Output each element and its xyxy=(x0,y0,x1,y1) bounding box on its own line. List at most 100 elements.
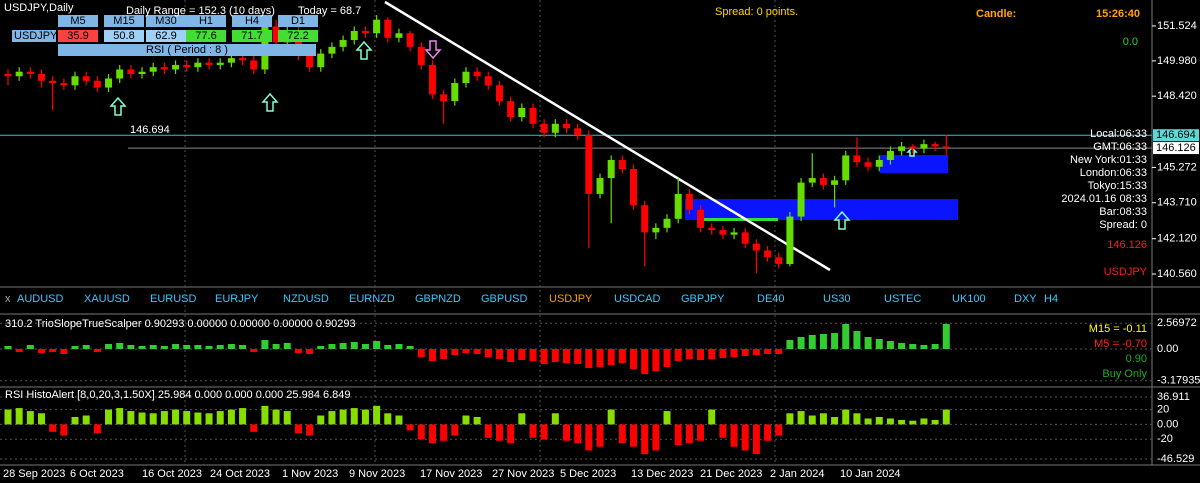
histogram-bar xyxy=(317,415,325,425)
candle-body xyxy=(373,19,381,34)
symbol-button[interactable]: AUDUSD xyxy=(17,293,64,305)
histogram-bar xyxy=(451,424,459,436)
table-symbol: USDJPY xyxy=(14,30,58,42)
table-header-cell xyxy=(278,15,318,27)
candle-body xyxy=(339,40,347,47)
histogram-bar xyxy=(786,413,794,425)
symbol-button[interactable]: UK100 xyxy=(952,293,986,305)
price-level-box xyxy=(1153,142,1199,155)
symbol-button[interactable]: DE40 xyxy=(757,293,785,305)
histogram-bar xyxy=(719,424,727,438)
histogram-bar xyxy=(529,424,537,438)
histogram-bar xyxy=(674,424,682,446)
histogram-bar xyxy=(607,349,615,365)
histogram-bar xyxy=(574,424,582,444)
y-tick-label: 140.560 xyxy=(1157,268,1197,280)
candle-body xyxy=(49,80,57,84)
histogram-bar xyxy=(138,346,146,349)
symbol-button[interactable]: EURJPY xyxy=(215,293,259,305)
histogram-bar xyxy=(898,419,906,425)
candle-body xyxy=(764,250,772,258)
symbol-button[interactable]: GBPJPY xyxy=(681,293,725,305)
candle-body xyxy=(127,69,135,74)
zone-edge xyxy=(698,218,778,221)
histogram-bar xyxy=(697,424,705,441)
candle-body xyxy=(663,218,671,228)
symbol-button[interactable]: DXY xyxy=(1014,293,1037,305)
histogram-bar xyxy=(607,409,615,425)
symbol-button[interactable]: GBPNZD xyxy=(415,293,461,305)
candle-body xyxy=(4,73,12,77)
symbol-button[interactable]: XAUUSD xyxy=(84,293,130,305)
histogram-bar xyxy=(205,346,213,349)
histogram-bar xyxy=(920,345,928,349)
histogram-bar xyxy=(585,349,593,368)
candle-body xyxy=(172,64,180,70)
y-tick-label: 20 xyxy=(1157,403,1169,415)
candle-body xyxy=(518,107,526,117)
table-value: 72.2 xyxy=(287,30,308,42)
sell-arrow xyxy=(424,40,442,60)
histogram-bar xyxy=(630,424,638,447)
y-tick-label: 0.00 xyxy=(1157,343,1178,355)
candle-body xyxy=(149,67,157,72)
table-header-cell xyxy=(58,15,98,27)
candle-body xyxy=(641,205,649,233)
trio-signal: 0.90 xyxy=(1126,353,1147,365)
histogram-bar xyxy=(395,415,403,425)
date-label: 17 Nov 2023 xyxy=(420,468,482,480)
candle-body xyxy=(540,123,548,133)
histogram-bar xyxy=(93,424,101,434)
candle-body xyxy=(183,64,191,68)
symbol-button[interactable]: USTEC xyxy=(884,293,921,305)
chart-symbol: USDJPY,Daily xyxy=(4,2,74,14)
candle-body xyxy=(71,76,79,86)
histogram-bar xyxy=(239,408,247,425)
candle-body xyxy=(250,60,258,70)
histogram-bar xyxy=(518,413,526,425)
histogram-bar xyxy=(317,346,325,349)
histogram-bar xyxy=(194,345,202,349)
histogram-bar xyxy=(473,416,481,425)
histogram-bar xyxy=(708,409,716,425)
histogram-bar xyxy=(183,411,191,425)
histogram-bar xyxy=(373,341,381,349)
histogram-bar xyxy=(417,349,425,357)
symbol-button[interactable]: USDCAD xyxy=(614,293,661,305)
clock-line: Spread: 0 xyxy=(1099,219,1147,231)
symbol-button[interactable]: US30 xyxy=(823,293,851,305)
candle-body xyxy=(93,80,101,88)
date-label: 13 Dec 2023 xyxy=(631,468,693,480)
price-level-label: 146.126 xyxy=(1156,142,1196,154)
histogram-bar xyxy=(71,346,79,349)
symbol-button[interactable]: H4 xyxy=(1044,293,1058,305)
trio-title: 310.2 TrioSlopeTrueScalper 0.90293 0.000… xyxy=(5,318,356,330)
histogram-bar xyxy=(540,349,548,364)
table-value: 35.9 xyxy=(67,30,88,42)
candle-label: Candle: xyxy=(976,8,1016,20)
symbol-button[interactable]: EURNZD xyxy=(349,293,395,305)
symbol-button[interactable]: GBPUSD xyxy=(481,293,528,305)
histogram-bar xyxy=(49,349,57,352)
histogram-bar xyxy=(15,349,23,352)
histogram-bar xyxy=(741,349,749,356)
candle-body xyxy=(328,46,336,54)
trio-signal: M15 = -0.11 xyxy=(1089,323,1147,335)
histogram-bar xyxy=(831,416,839,425)
symbol-button[interactable]: USDJPY xyxy=(549,293,593,305)
histogram-bar xyxy=(384,413,392,425)
symbol-button[interactable]: EURUSD xyxy=(150,293,197,305)
candle-body xyxy=(60,83,68,86)
candle-body xyxy=(674,193,682,219)
symbol-button[interactable]: NZDUSD xyxy=(283,293,329,305)
histogram-bar xyxy=(172,344,180,349)
table-value-cell xyxy=(278,30,318,42)
close-icon[interactable]: x xyxy=(5,293,11,305)
histogram-bar xyxy=(105,344,113,349)
candle-body xyxy=(585,135,593,194)
y-tick-label: 142.120 xyxy=(1157,233,1197,245)
candle-body xyxy=(652,227,660,233)
histogram-bar xyxy=(272,344,280,349)
table-header: D1 xyxy=(291,15,305,27)
date-label: 1 Nov 2023 xyxy=(282,468,338,480)
